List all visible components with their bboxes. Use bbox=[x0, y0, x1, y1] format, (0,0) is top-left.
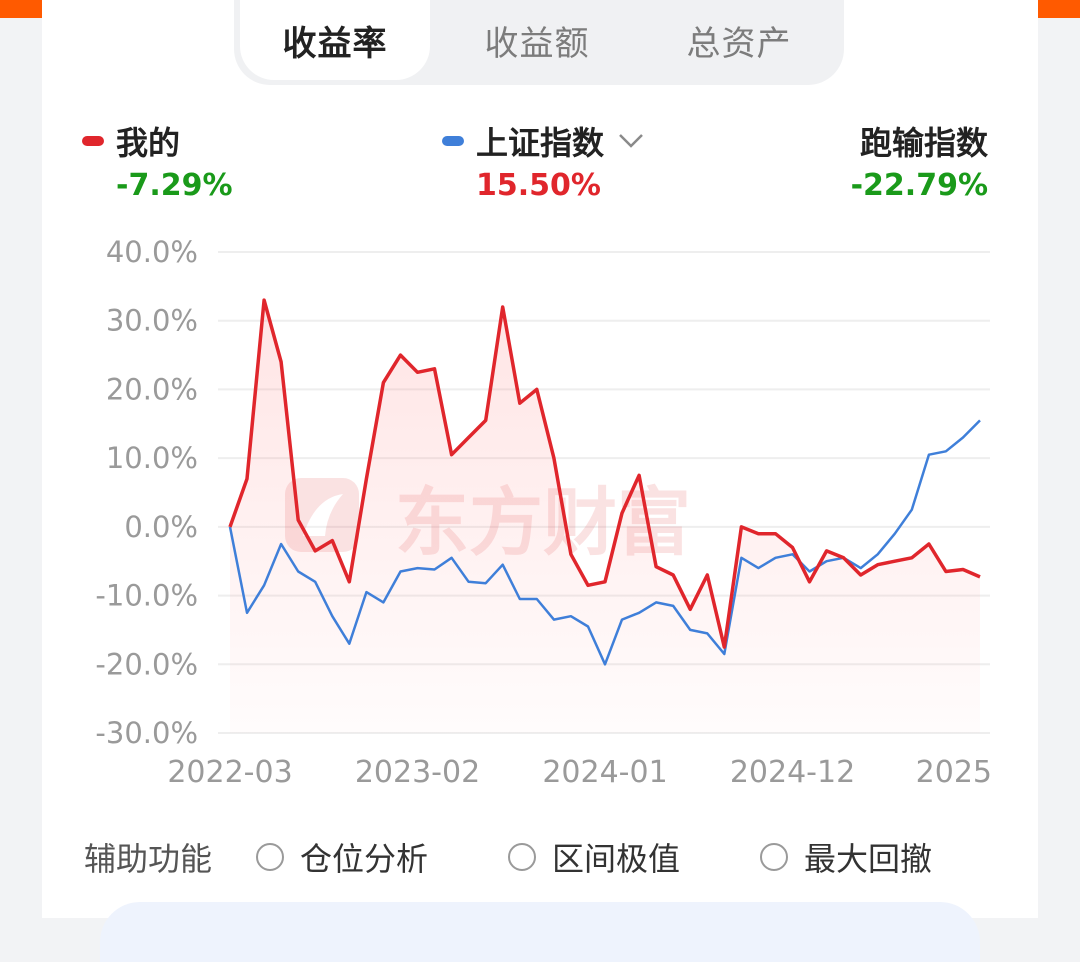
radio-icon[interactable] bbox=[508, 843, 537, 871]
tab-return-rate[interactable]: 收益率 bbox=[240, 0, 430, 80]
series-mine-line bbox=[228, 298, 981, 649]
legend-index[interactable]: 上证指数 bbox=[442, 118, 644, 164]
y-axis-ticks: 40.0% 30.0% 20.0% 10.0% 0.0% -10.0% -20.0% -30.… bbox=[95, 235, 198, 750]
legend-mine[interactable]: 我的 bbox=[82, 118, 180, 164]
aux-title: 辅助功能 bbox=[84, 840, 213, 878]
x-tick-label: 2025 bbox=[916, 755, 992, 790]
legend-mine-value: -7.29% bbox=[116, 168, 233, 203]
chevron-down-icon[interactable] bbox=[618, 127, 644, 155]
aux-option-label: 最大回撤 bbox=[804, 840, 933, 878]
legend-lag-label: 跑输指数 bbox=[859, 124, 988, 162]
line-chart: 40.0% 30.0% 20.0% 10.0% 0.0% -10.0% -20.0% -30.… bbox=[95, 235, 992, 790]
legend-mine-marker bbox=[82, 136, 104, 146]
legend-index-value: 15.50% bbox=[476, 168, 601, 203]
y-tick-label: -20.0% bbox=[95, 647, 198, 681]
y-tick-label: 0.0% bbox=[124, 510, 198, 544]
tab-bar: 收益率 收益额 总资产 bbox=[234, 0, 844, 85]
y-tick-label: -30.0% bbox=[95, 716, 198, 750]
aux-option-label: 区间极值 bbox=[552, 840, 681, 878]
aux-option-position[interactable]: 仓位分析 bbox=[256, 834, 428, 880]
radio-icon[interactable] bbox=[256, 843, 285, 871]
aux-option-label: 仓位分析 bbox=[300, 840, 429, 878]
x-tick-label: 2024-01 bbox=[542, 755, 667, 790]
tab-return-amount[interactable]: 收益额 bbox=[484, 23, 590, 64]
y-tick-label: 20.0% bbox=[106, 372, 198, 406]
aux-functions-row: 辅助功能 仓位分析 区间极值 最大回撤 bbox=[84, 832, 1020, 882]
aux-option-extremes[interactable]: 区间极值 bbox=[508, 834, 680, 880]
x-tick-label: 2022-03 bbox=[167, 755, 292, 790]
tab-total-assets[interactable]: 总资产 bbox=[686, 23, 792, 64]
y-tick-label: 10.0% bbox=[106, 441, 198, 475]
y-tick-label: 30.0% bbox=[106, 304, 198, 338]
bottom-panel bbox=[100, 902, 980, 962]
radio-icon[interactable] bbox=[760, 843, 789, 871]
x-axis-ticks: 2022-03 2023-02 2024-01 2024-12 2025 bbox=[167, 755, 992, 790]
y-tick-label: 40.0% bbox=[106, 235, 198, 269]
legend-index-label: 上证指数 bbox=[476, 124, 605, 162]
series-mine-area bbox=[230, 300, 980, 733]
legend-lag: 跑输指数 bbox=[860, 118, 988, 164]
x-tick-label: 2024-12 bbox=[730, 755, 855, 790]
series-index-line bbox=[228, 419, 981, 666]
legend-mine-label: 我的 bbox=[116, 124, 181, 162]
aux-option-drawdown[interactable]: 最大回撤 bbox=[760, 834, 932, 880]
legend-lag-value: -22.79% bbox=[850, 168, 988, 203]
legend-index-marker bbox=[442, 136, 464, 146]
x-tick-label: 2023-02 bbox=[355, 755, 480, 790]
y-tick-label: -10.0% bbox=[95, 579, 198, 613]
